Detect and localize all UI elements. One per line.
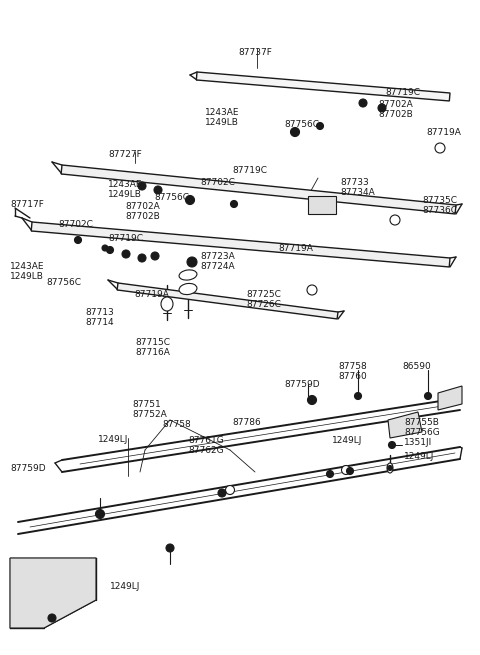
- Circle shape: [347, 468, 353, 474]
- Text: 86590: 86590: [402, 362, 431, 371]
- Text: 87719A: 87719A: [426, 128, 461, 137]
- Circle shape: [185, 195, 194, 204]
- Circle shape: [290, 128, 300, 136]
- Text: 1249LJ: 1249LJ: [110, 582, 140, 591]
- Circle shape: [96, 510, 105, 519]
- Text: 87702A
87702B: 87702A 87702B: [378, 100, 413, 119]
- Ellipse shape: [226, 485, 235, 495]
- Text: 1243AE
1249LB: 1243AE 1249LB: [10, 262, 45, 282]
- Circle shape: [151, 252, 159, 260]
- Polygon shape: [438, 386, 462, 410]
- Circle shape: [355, 392, 361, 400]
- Text: 1249LJ: 1249LJ: [404, 452, 434, 461]
- Text: 87702C: 87702C: [200, 178, 235, 187]
- Text: 87723A
87724A: 87723A 87724A: [200, 252, 235, 271]
- Circle shape: [138, 182, 146, 190]
- Polygon shape: [196, 72, 450, 101]
- Ellipse shape: [179, 284, 197, 295]
- Circle shape: [107, 246, 113, 253]
- Text: 87755B
87756G: 87755B 87756G: [404, 418, 440, 438]
- Circle shape: [378, 104, 386, 112]
- Circle shape: [122, 250, 130, 258]
- Text: 87737F: 87737F: [238, 48, 272, 57]
- Circle shape: [424, 392, 432, 400]
- Polygon shape: [10, 558, 96, 628]
- Polygon shape: [117, 283, 338, 319]
- Ellipse shape: [341, 466, 350, 474]
- Text: 87702A
87702B: 87702A 87702B: [125, 202, 160, 221]
- Text: 87719C: 87719C: [385, 88, 420, 97]
- Text: 1243AE
1249LB: 1243AE 1249LB: [108, 180, 143, 199]
- Circle shape: [218, 489, 226, 497]
- Text: 87702C: 87702C: [58, 220, 93, 229]
- Circle shape: [316, 122, 324, 130]
- Circle shape: [388, 441, 396, 449]
- Text: 87719A: 87719A: [134, 290, 169, 299]
- Polygon shape: [388, 412, 422, 438]
- Text: 1249LJ: 1249LJ: [98, 435, 128, 444]
- Text: 87735C
87736C: 87735C 87736C: [422, 196, 457, 215]
- Text: 87719C: 87719C: [232, 166, 267, 175]
- Text: 1243AE
1249LB: 1243AE 1249LB: [205, 108, 239, 128]
- Circle shape: [230, 200, 238, 208]
- Bar: [308, 196, 336, 214]
- Text: 87719A: 87719A: [278, 244, 313, 253]
- Circle shape: [138, 254, 146, 262]
- Circle shape: [48, 614, 56, 622]
- Text: 87759D: 87759D: [10, 464, 46, 473]
- Ellipse shape: [161, 297, 173, 311]
- Text: 87758
87760: 87758 87760: [338, 362, 367, 381]
- Circle shape: [74, 236, 82, 244]
- Text: 87717F: 87717F: [10, 200, 44, 209]
- Ellipse shape: [390, 215, 400, 225]
- Text: 87719C: 87719C: [108, 234, 143, 243]
- Text: 87756C: 87756C: [154, 193, 189, 202]
- Text: 87756C: 87756C: [46, 278, 81, 287]
- Text: 87759D: 87759D: [284, 380, 320, 389]
- Ellipse shape: [435, 143, 445, 153]
- Text: 87725C
87726C: 87725C 87726C: [246, 290, 281, 309]
- Text: 87761G
87762G: 87761G 87762G: [188, 436, 224, 455]
- Circle shape: [387, 466, 393, 470]
- Circle shape: [102, 245, 108, 251]
- Polygon shape: [61, 165, 456, 214]
- Circle shape: [154, 186, 162, 194]
- Text: 1249LJ: 1249LJ: [332, 436, 362, 445]
- Circle shape: [308, 396, 316, 405]
- Ellipse shape: [179, 270, 197, 280]
- Text: 1351JI: 1351JI: [404, 438, 432, 447]
- Text: 87715C
87716A: 87715C 87716A: [135, 338, 170, 358]
- Ellipse shape: [387, 463, 393, 473]
- Circle shape: [326, 470, 334, 477]
- Text: 87751
87752A: 87751 87752A: [132, 400, 167, 419]
- Text: 87713
87714: 87713 87714: [85, 308, 114, 328]
- Text: 87727F: 87727F: [108, 150, 142, 159]
- Circle shape: [166, 544, 174, 552]
- Circle shape: [359, 99, 367, 107]
- Text: 87756C: 87756C: [284, 120, 319, 129]
- Text: 87733
87734A: 87733 87734A: [340, 178, 375, 197]
- Ellipse shape: [307, 285, 317, 295]
- Text: 87786: 87786: [232, 418, 261, 427]
- Circle shape: [187, 257, 197, 267]
- Polygon shape: [31, 222, 450, 267]
- Text: 87758: 87758: [162, 420, 191, 429]
